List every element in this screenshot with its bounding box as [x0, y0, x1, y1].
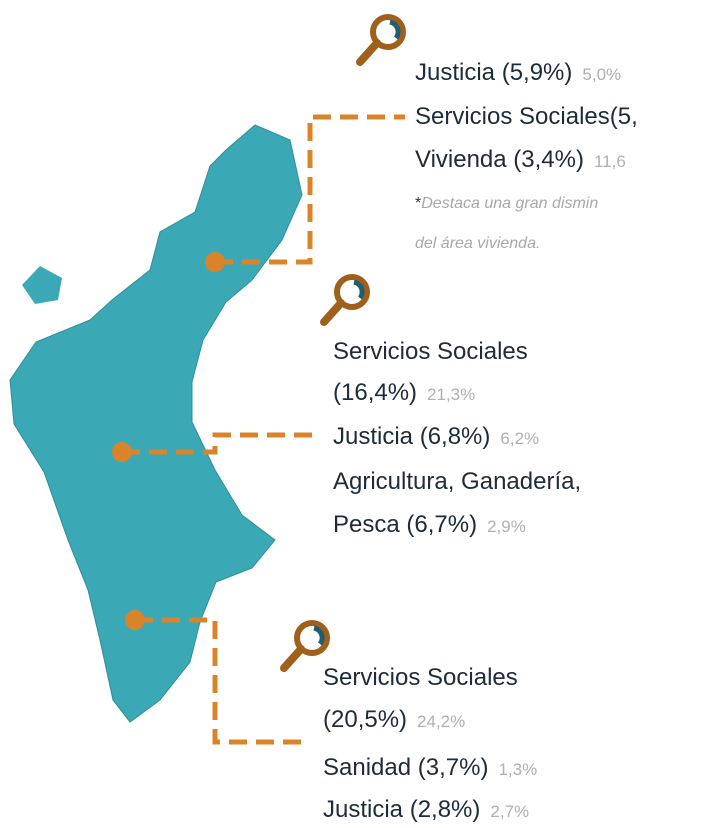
item-line: Vivienda (3,4%) 11,6 — [415, 145, 626, 177]
item-label: Justicia (6,8%) — [333, 423, 491, 450]
magnifier — [356, 14, 406, 66]
item-label: (20,5%) — [323, 706, 408, 733]
item-line: Justicia (5,9%) 5,0% — [415, 58, 621, 90]
note-line: *Destaca una gran dismin — [415, 195, 598, 213]
item-line: Sanidad (3,7%) 1,3% — [323, 753, 537, 785]
item-compare: 2,9% — [487, 517, 526, 536]
item-line: Agricultura, Ganadería, — [333, 467, 581, 497]
item-compare: 6,2% — [500, 429, 540, 448]
dot — [205, 252, 225, 272]
note-line: del área vivienda. — [415, 235, 540, 253]
item-compare: 11,6 — [593, 152, 626, 171]
item-label: (16,4%) — [333, 379, 418, 406]
connectors — [122, 114, 405, 745]
item-compare: 1,3% — [498, 760, 538, 779]
dot — [112, 442, 132, 462]
magnifier — [280, 620, 330, 672]
connector — [135, 617, 305, 745]
item-label: Servicios Sociales — [323, 664, 518, 691]
item-label: Vivienda (3,4%) — [415, 146, 584, 173]
item-line: Servicios Sociales(5, — [415, 102, 638, 132]
note-text: del área vivienda. — [415, 235, 541, 252]
item-label: Pesca (6,7%) — [333, 511, 478, 538]
island — [22, 266, 62, 304]
item-line: (20,5%) 24,2% — [323, 705, 465, 737]
item-compare: 2,7% — [490, 802, 530, 821]
item-label: Justicia (5,9%) — [415, 59, 573, 86]
item-label: Sanidad (3,7%) — [323, 754, 489, 781]
item-line: Servicios Sociales — [323, 663, 518, 693]
item-compare: 21,3% — [427, 385, 476, 404]
magnifier — [320, 274, 370, 326]
item-compare: 5,0% — [582, 65, 622, 84]
dot — [125, 610, 145, 630]
item-line: (16,4%) 21,3% — [333, 378, 475, 410]
note-text: Destaca una gran dismin — [421, 195, 599, 212]
item-label: Servicios Sociales(5, — [415, 103, 638, 130]
region-shape — [9, 124, 303, 723]
item-compare: 24,2% — [417, 712, 466, 731]
dots — [112, 252, 225, 630]
item-label: Agricultura, Ganadería, — [333, 468, 582, 495]
item-label: Servicios Sociales — [333, 338, 528, 365]
item-line: Pesca (6,7%) 2,9% — [333, 510, 526, 542]
item-line: Servicios Sociales — [333, 337, 528, 367]
connector — [215, 114, 405, 265]
item-line: Justicia (2,8%) 2,7% — [323, 795, 529, 827]
note-mark: * — [415, 195, 422, 212]
item-line: Justicia (6,8%) 6,2% — [333, 422, 539, 454]
item-label: Justicia (2,8%) — [323, 796, 481, 823]
